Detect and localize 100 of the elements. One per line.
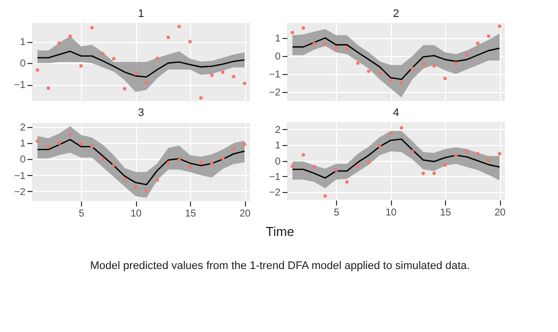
y-tick-label: 1 <box>274 140 281 152</box>
x-tick-label: 20 <box>239 208 252 220</box>
point <box>290 164 294 168</box>
y-tick-label: 0 <box>20 58 26 70</box>
point <box>68 34 72 38</box>
x-axis-title: Time <box>266 224 294 239</box>
point <box>210 74 214 78</box>
point <box>432 64 436 68</box>
point <box>36 139 40 143</box>
point <box>302 153 306 157</box>
point <box>210 162 214 166</box>
chart-title: 3 <box>138 107 144 120</box>
point <box>334 168 338 172</box>
y-tick-label: −1 <box>269 172 281 183</box>
point <box>498 152 502 156</box>
y-tick-label: −2 <box>269 87 281 98</box>
point <box>188 40 192 44</box>
point <box>422 172 425 176</box>
point <box>323 42 327 46</box>
point <box>356 164 360 168</box>
point <box>36 68 40 72</box>
point <box>486 34 490 38</box>
point <box>79 142 83 146</box>
point <box>388 132 392 136</box>
point <box>156 56 160 60</box>
point <box>90 144 94 148</box>
chart-title: 1 <box>138 8 144 20</box>
chart-title: 4 <box>392 107 400 119</box>
line-series <box>292 37 500 80</box>
point <box>486 158 490 162</box>
x-tick-label: 5 <box>334 208 340 218</box>
point <box>134 72 138 76</box>
point <box>101 52 105 56</box>
line-series <box>36 138 246 186</box>
point <box>101 157 105 161</box>
point <box>367 160 370 164</box>
y-tick-label: 2 <box>274 124 281 136</box>
point <box>312 42 316 46</box>
point <box>454 154 458 157</box>
x-tick-label: 5 <box>78 208 85 220</box>
point <box>400 81 404 85</box>
chart-title: 2 <box>392 8 400 20</box>
point <box>454 61 458 65</box>
point <box>242 82 246 86</box>
line-series <box>36 50 246 78</box>
point <box>443 76 447 80</box>
y-tick-label: 0 <box>274 156 281 168</box>
x-tick-label: 15 <box>440 208 452 218</box>
point <box>378 144 382 148</box>
point <box>166 36 170 40</box>
point <box>232 147 236 150</box>
point <box>400 126 404 130</box>
y-tick-label: −1 <box>269 69 281 80</box>
point <box>134 186 138 190</box>
point <box>334 46 338 50</box>
point <box>422 62 425 66</box>
point <box>476 42 480 46</box>
point <box>323 194 327 198</box>
point <box>345 180 349 184</box>
x-tick-label: 15 <box>184 208 197 220</box>
point <box>122 87 126 91</box>
x-tick-label: 20 <box>494 208 506 218</box>
point <box>476 152 480 156</box>
point <box>432 172 436 176</box>
point <box>443 163 447 167</box>
point <box>199 160 203 164</box>
point <box>177 158 181 162</box>
point <box>144 81 148 85</box>
y-tick-label: −1 <box>14 80 26 91</box>
point <box>156 178 160 182</box>
point <box>242 142 246 146</box>
point <box>46 144 50 148</box>
point <box>199 96 203 100</box>
x-tick-label: 10 <box>130 208 142 220</box>
y-tick-label: −1 <box>14 170 26 182</box>
point <box>232 74 236 78</box>
point <box>177 24 181 28</box>
point <box>112 163 116 167</box>
point <box>302 26 306 30</box>
point <box>410 150 414 154</box>
point <box>112 57 116 61</box>
point <box>46 86 50 90</box>
y-tick-label: 1 <box>20 37 26 48</box>
y-tick-label: 1 <box>274 33 281 44</box>
line-series <box>292 138 500 179</box>
y-tick-label: 0 <box>274 51 281 62</box>
point <box>388 78 392 82</box>
point <box>356 61 360 65</box>
text: Model predicted values from the 1-trend DFA model applied to simulated data. <box>90 260 470 272</box>
point <box>290 30 294 34</box>
point <box>498 24 502 28</box>
point <box>79 64 83 68</box>
y-tick-label: 0 <box>20 154 26 166</box>
y-tick-label: −2 <box>269 188 281 199</box>
point <box>221 70 224 74</box>
point <box>345 46 349 50</box>
point <box>410 66 414 70</box>
y-tick-label: 1 <box>20 138 26 150</box>
point <box>58 41 61 45</box>
point <box>188 165 192 168</box>
